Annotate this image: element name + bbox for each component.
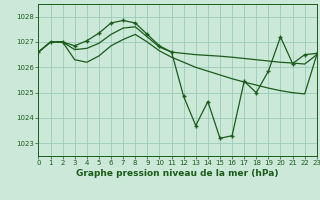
X-axis label: Graphe pression niveau de la mer (hPa): Graphe pression niveau de la mer (hPa) (76, 169, 279, 178)
